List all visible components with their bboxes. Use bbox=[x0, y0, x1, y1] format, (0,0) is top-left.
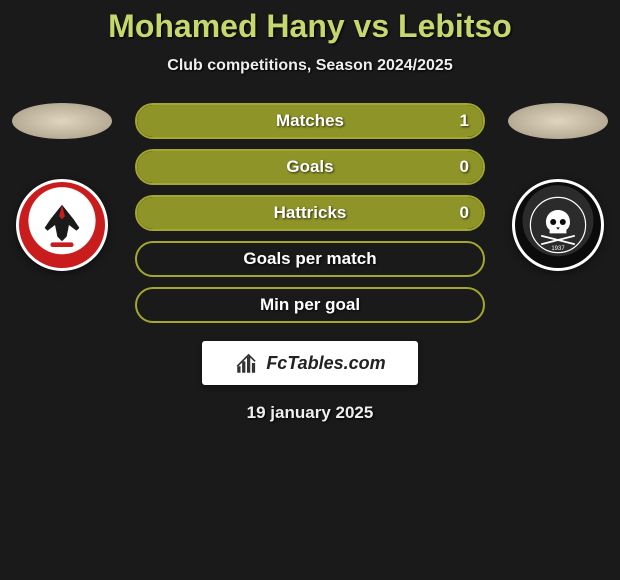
stat-bar-label: Hattricks bbox=[274, 203, 347, 223]
stat-bar: Min per goal bbox=[135, 287, 485, 323]
date-label: 19 january 2025 bbox=[0, 403, 620, 423]
site-logo-text: FcTables.com bbox=[266, 353, 385, 374]
stat-bar: Goals 0 bbox=[135, 149, 485, 185]
stat-bar-label: Min per goal bbox=[260, 295, 360, 315]
main-row: Matches 1 Goals 0 Hattricks 0 Goals per match M… bbox=[0, 103, 620, 323]
player-right-avatar-placeholder bbox=[508, 103, 608, 139]
stat-bar-value: 1 bbox=[460, 111, 469, 131]
stat-bar-label: Goals bbox=[286, 157, 333, 177]
stat-bar: Goals per match bbox=[135, 241, 485, 277]
stat-bar: Hattricks 0 bbox=[135, 195, 485, 231]
player-left-avatar-placeholder bbox=[12, 103, 112, 139]
stat-bars: Matches 1 Goals 0 Hattricks 0 Goals per match M… bbox=[135, 103, 485, 323]
page-title: Mohamed Hany vs Lebitso bbox=[0, 8, 620, 45]
player-left-side bbox=[7, 103, 117, 271]
club-right-badge: 1937 bbox=[512, 179, 604, 271]
stat-bar-value: 0 bbox=[460, 203, 469, 223]
subtitle: Club competitions, Season 2024/2025 bbox=[0, 57, 620, 75]
site-logo[interactable]: FcTables.com bbox=[202, 341, 418, 385]
club-left-badge bbox=[16, 179, 108, 271]
skull-icon: 1937 bbox=[528, 195, 588, 255]
stat-bar-label: Matches bbox=[276, 111, 344, 131]
stat-bar-value: 0 bbox=[460, 157, 469, 177]
eagle-icon bbox=[33, 196, 91, 254]
comparison-card: Mohamed Hany vs Lebitso Club competition… bbox=[0, 0, 620, 423]
chart-icon bbox=[234, 350, 260, 376]
stat-bar-label: Goals per match bbox=[243, 249, 376, 269]
player-right-side: 1937 bbox=[503, 103, 613, 271]
stat-bar: Matches 1 bbox=[135, 103, 485, 139]
club-right-year: 1937 bbox=[551, 246, 565, 252]
